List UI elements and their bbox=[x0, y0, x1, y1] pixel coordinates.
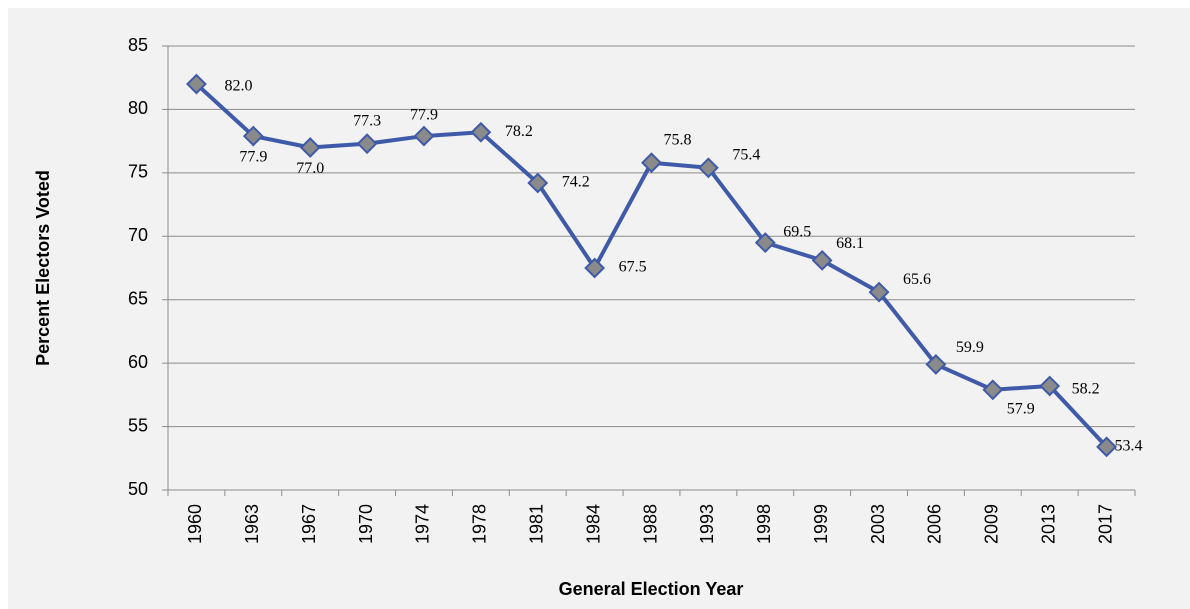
y-axis-title: Percent Electors Voted bbox=[33, 170, 53, 366]
data-label: 74.2 bbox=[562, 174, 590, 191]
data-label: 82.0 bbox=[224, 78, 252, 95]
data-point bbox=[186, 73, 207, 95]
data-label: 65.6 bbox=[903, 271, 931, 288]
y-tick-label: 50 bbox=[128, 479, 148, 499]
x-tick-label: 1960 bbox=[185, 504, 205, 544]
y-tick-label: 55 bbox=[128, 415, 148, 435]
data-point bbox=[811, 249, 833, 271]
x-tick-label: 2013 bbox=[1038, 504, 1058, 544]
data-label: 68.1 bbox=[836, 235, 864, 252]
x-tick-label: 1970 bbox=[356, 504, 376, 544]
x-tick-label: 2006 bbox=[925, 504, 945, 544]
x-tick-label: 1963 bbox=[242, 504, 262, 544]
data-label: 78.2 bbox=[505, 123, 533, 140]
x-tick-label: 1999 bbox=[811, 504, 831, 544]
x-tick-label: 1993 bbox=[697, 504, 717, 544]
data-point bbox=[868, 281, 890, 303]
y-tick-label: 85 bbox=[128, 35, 148, 55]
data-point bbox=[470, 121, 492, 143]
data-label: 75.8 bbox=[664, 131, 692, 148]
data-label: 67.5 bbox=[619, 259, 647, 276]
data-point bbox=[527, 172, 549, 194]
data-point bbox=[925, 353, 947, 375]
data-point bbox=[242, 125, 264, 147]
data-label: 58.2 bbox=[1072, 381, 1100, 398]
y-tick-label: 75 bbox=[128, 162, 148, 182]
x-tick-label: 1984 bbox=[583, 504, 603, 544]
x-tick-label: 1974 bbox=[413, 504, 433, 544]
x-tick-label: 1967 bbox=[299, 504, 319, 544]
data-label: 77.9 bbox=[410, 107, 438, 124]
y-tick-label: 60 bbox=[128, 352, 148, 372]
x-tick-label: 1978 bbox=[470, 504, 490, 544]
y-tick-label: 65 bbox=[128, 288, 148, 308]
x-tick-label: 1988 bbox=[640, 504, 660, 544]
data-point bbox=[299, 137, 321, 158]
data-label: 53.4 bbox=[1115, 438, 1143, 455]
data-label: 59.9 bbox=[956, 339, 984, 356]
x-tick-label: 2003 bbox=[868, 504, 888, 544]
data-label: 75.4 bbox=[732, 146, 760, 163]
y-tick-label: 70 bbox=[128, 225, 148, 245]
x-tick-label: 1998 bbox=[754, 504, 774, 544]
y-tick-label: 80 bbox=[128, 98, 148, 118]
x-axis-title: General Election Year bbox=[559, 579, 744, 599]
x-tick-label: 2017 bbox=[1095, 504, 1115, 544]
data-point bbox=[1096, 436, 1117, 458]
data-point bbox=[754, 232, 776, 254]
data-point bbox=[584, 257, 606, 279]
data-point bbox=[697, 157, 719, 179]
data-label: 77.0 bbox=[296, 160, 324, 177]
data-label: 57.9 bbox=[1007, 400, 1035, 417]
data-point bbox=[641, 152, 662, 174]
data-point bbox=[413, 125, 435, 147]
data-label: 77.9 bbox=[239, 149, 267, 166]
data-point bbox=[1039, 375, 1061, 397]
x-tick-label: 2009 bbox=[982, 504, 1002, 544]
data-point bbox=[982, 379, 1004, 401]
data-point bbox=[356, 133, 378, 155]
data-label: 77.3 bbox=[353, 112, 381, 129]
background bbox=[8, 8, 1190, 609]
x-tick-label: 1981 bbox=[526, 504, 546, 544]
data-label: 69.5 bbox=[783, 223, 811, 240]
